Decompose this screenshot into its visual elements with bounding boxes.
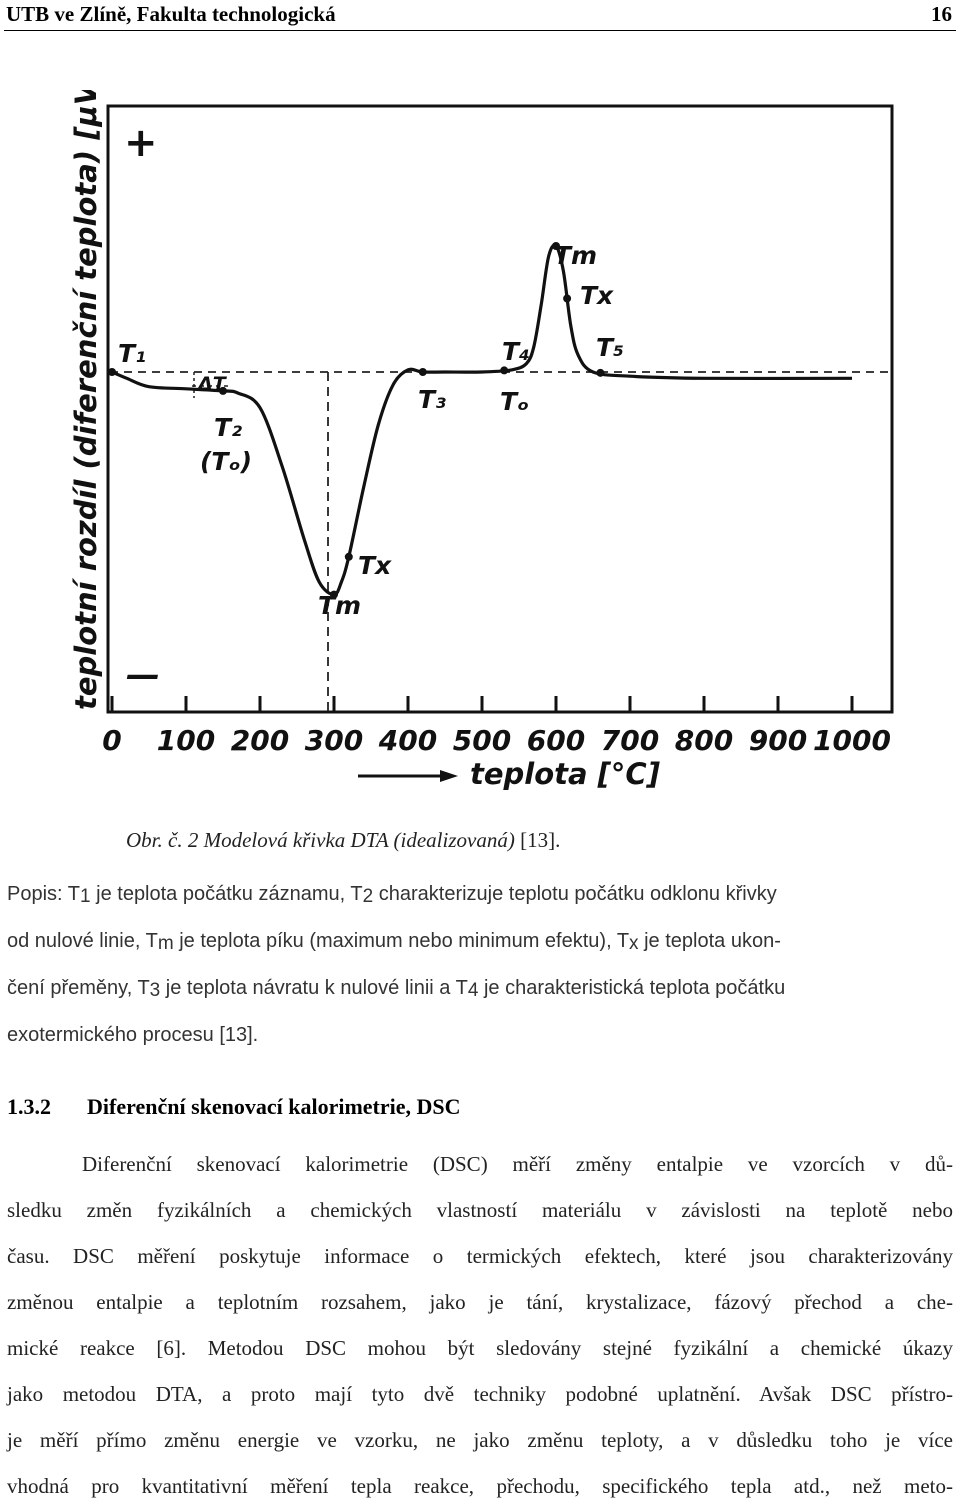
page-header: UTB ve Zlíně, Fakulta technologická 16 (4, 0, 956, 31)
point-t2 (219, 386, 227, 395)
label-tm-high: Tm (554, 241, 597, 270)
x-tick-label: 300 (305, 724, 363, 757)
x-tick-label: 0 (102, 724, 121, 757)
label-t2: T₂ (214, 413, 242, 442)
x-tick-label: 600 (527, 724, 585, 757)
label-t1: T₁ (118, 339, 146, 368)
label-tm-low: Tm (318, 591, 361, 620)
x-axis-label: teplota [°C] (470, 757, 660, 791)
point-t5 (596, 368, 605, 377)
label-to: Tₒ (500, 387, 529, 416)
body-paragraph: Diferenční skenovací kalorimetrie (DSC) … (7, 1141, 953, 1509)
body-line: mické reakce [6]. Metodou DSC mohou být … (7, 1336, 953, 1360)
header-institution: UTB ve Zlíně, Fakulta technologická (6, 2, 336, 26)
popis-text: je teplota ukon- (638, 930, 781, 952)
x-tick-labels: 0 100 200 300 400 500 600 700 800 900 1000 (102, 724, 891, 757)
figure-caption: Obr. č. 2 Modelová křivka DTA (idealizov… (126, 828, 560, 853)
point-tx (344, 552, 353, 561)
point-t1 (108, 368, 116, 376)
x-tick-label: 500 (453, 724, 511, 757)
page-number: 16 (931, 2, 952, 26)
body-line: jako metodou DTA, a proto mají tyto dvě … (7, 1382, 953, 1406)
plot-frame (106, 104, 894, 714)
x-tick-label: 100 (157, 724, 215, 757)
label-tx-high: Tx (580, 281, 614, 310)
popis-line-1: Popis: T1 je teplota počátku záznamu, T2… (7, 871, 953, 918)
x-tick-label: 900 (749, 724, 807, 757)
plus-sign: + (124, 120, 158, 166)
popis-line-2: od nulové linie, Tm je teplota píku (max… (7, 918, 953, 965)
body-line: vhodná pro kvantitativní měření tepla re… (7, 1474, 953, 1498)
caption-title: Modelová křivka DTA (idealizovaná) (203, 828, 515, 852)
popis-line-3: čení přeměny, T3 je teplota návratu k nu… (7, 965, 953, 1012)
minus-sign: — (126, 655, 160, 695)
x-axis-arrow-head (440, 770, 458, 782)
label-delta-t: ΔT (196, 373, 228, 395)
label-tx-low: Tx (358, 551, 392, 580)
popis-text: je teplota počátku záznamu, T (90, 883, 363, 905)
popis-text: čení přeměny, T (7, 977, 150, 999)
x-ticks (110, 696, 854, 712)
x-tick-label: 400 (378, 724, 437, 757)
popis-sub: 1 (80, 886, 91, 907)
body-line: sledku změn fyzikálních a chemických vla… (7, 1198, 953, 1222)
popis-text: od nulové linie, T (7, 930, 158, 952)
body-line: Diferenční skenovací kalorimetrie (DSC) … (82, 1152, 953, 1176)
point-t3 (418, 368, 427, 376)
caption-prefix: Obr. č. 2 (126, 828, 199, 852)
popis-sub: 2 (362, 886, 374, 907)
popis-line-4: exotermického procesu [13]. (7, 1024, 259, 1046)
label-to-paren: (Tₒ) (200, 447, 252, 476)
caption-ref: [13]. (514, 828, 561, 852)
section-heading: 1.3.2 Diferenční skenovací kalorimetrie, … (7, 1094, 461, 1120)
curve-points (108, 242, 605, 599)
popis-sub: 3 (149, 980, 161, 1001)
point-tx (563, 294, 572, 303)
label-t4: T₄ (502, 337, 530, 366)
label-t5: T₅ (596, 333, 624, 362)
y-axis-label: teplotní rozdíl (diferenční teplota) [μV… (69, 90, 103, 710)
popis-text: je teplota návratu k nulové linii a T (160, 977, 468, 999)
dta-curve (111, 243, 853, 597)
point-tm (330, 590, 338, 599)
body-line: změnou entalpie a teplotním rozsahem, ja… (7, 1290, 953, 1314)
x-tick-label: 1000 (813, 724, 891, 757)
popis-sub: m (157, 933, 174, 954)
body-line: je měří přímo změnu energie ve vzorku, n… (7, 1428, 953, 1452)
figure-description: Popis: T1 je teplota počátku záznamu, T2… (7, 871, 953, 1059)
popis-text: je teplota píku (maximum nebo minimum ef… (173, 930, 630, 952)
body-line: času. DSC měření poskytuje informace o t… (7, 1244, 953, 1268)
point-tm (552, 242, 560, 250)
popis-text: Popis: T (7, 883, 80, 905)
x-tick-label: 800 (675, 724, 733, 757)
popis-sub: x (629, 933, 639, 954)
x-tick-label: 200 (231, 724, 289, 757)
popis-text: je charakteristická teplota počátku (478, 977, 786, 999)
section-title: Diferenční skenovací kalorimetrie, DSC (87, 1094, 461, 1119)
section-number: 1.3.2 (7, 1094, 51, 1119)
dta-figure: 0 100 200 300 400 500 600 700 800 900 1000 teplotn… (69, 90, 894, 791)
popis-text: charakterizuje teplotu počátku odklonu k… (373, 883, 777, 905)
point-t4 (500, 366, 509, 375)
popis-sub: 4 (467, 980, 479, 1001)
label-t3: T₃ (418, 385, 446, 414)
x-tick-label: 700 (601, 724, 659, 757)
